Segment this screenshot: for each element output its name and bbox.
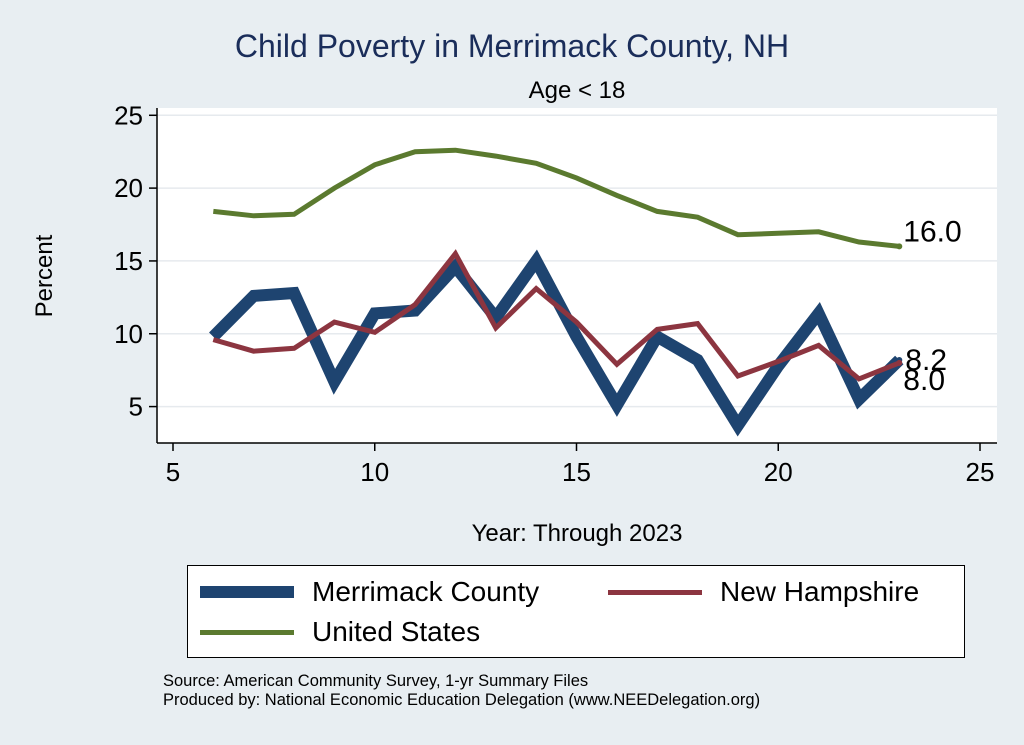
end-label-united-states: 16.0 <box>903 215 961 248</box>
series-line-new-hampshire <box>212 249 901 382</box>
chart-plot: 5 10 15 20 25 5 10 15 20 25 8.28.0 16.0 <box>114 100 997 487</box>
legend-label-united-states: United States <box>312 616 481 647</box>
x-tick-label-20: 20 <box>764 457 793 487</box>
end-label-merrimack-county: 8.2 <box>905 344 947 377</box>
end-label-new-hampshire: 8.0 <box>903 364 945 397</box>
x-axis-label: Year: Through 2023 <box>471 520 683 547</box>
produced-by-line: Produced by: National Economic Education… <box>163 691 761 709</box>
legend: Merrimack County New Hampshire United St… <box>187 565 965 658</box>
legend-item-new-hampshire: New Hampshire <box>608 576 919 608</box>
x-tick-label-5: 5 <box>166 457 180 487</box>
legend-swatch-united-states <box>200 629 294 635</box>
chart-subtitle: Age < 18 <box>528 77 626 104</box>
series-end-point-new-hampshire <box>896 359 903 366</box>
y-tick-label-15: 15 <box>114 246 143 276</box>
x-tick-label-15: 15 <box>562 457 591 487</box>
x-tick-label-25: 25 <box>966 457 995 487</box>
y-tick-label-20: 20 <box>114 173 143 203</box>
legend-item-united-states: United States <box>200 616 480 648</box>
legend-item-merrimack: Merrimack County <box>200 576 539 608</box>
legend-label-new-hampshire: New Hampshire <box>720 576 920 607</box>
series-end-point-united-states <box>896 243 903 250</box>
y-tick-label-25: 25 <box>114 100 143 130</box>
y-tick-label-10: 10 <box>114 319 143 349</box>
legend-swatch-merrimack <box>200 586 294 598</box>
legend-swatch-new-hampshire <box>608 589 702 595</box>
x-tick-label-10: 10 <box>360 457 389 487</box>
y-tick-label-5: 5 <box>129 392 143 422</box>
chart-title: Child Poverty in Merrimack County, NH <box>234 28 790 64</box>
series-line-united-states <box>213 147 900 249</box>
legend-label-merrimack: Merrimack County <box>312 576 540 607</box>
source-note: Source: American Community Survey, 1-yr … <box>163 672 760 710</box>
source-line: Source: American Community Survey, 1-yr … <box>163 672 589 690</box>
